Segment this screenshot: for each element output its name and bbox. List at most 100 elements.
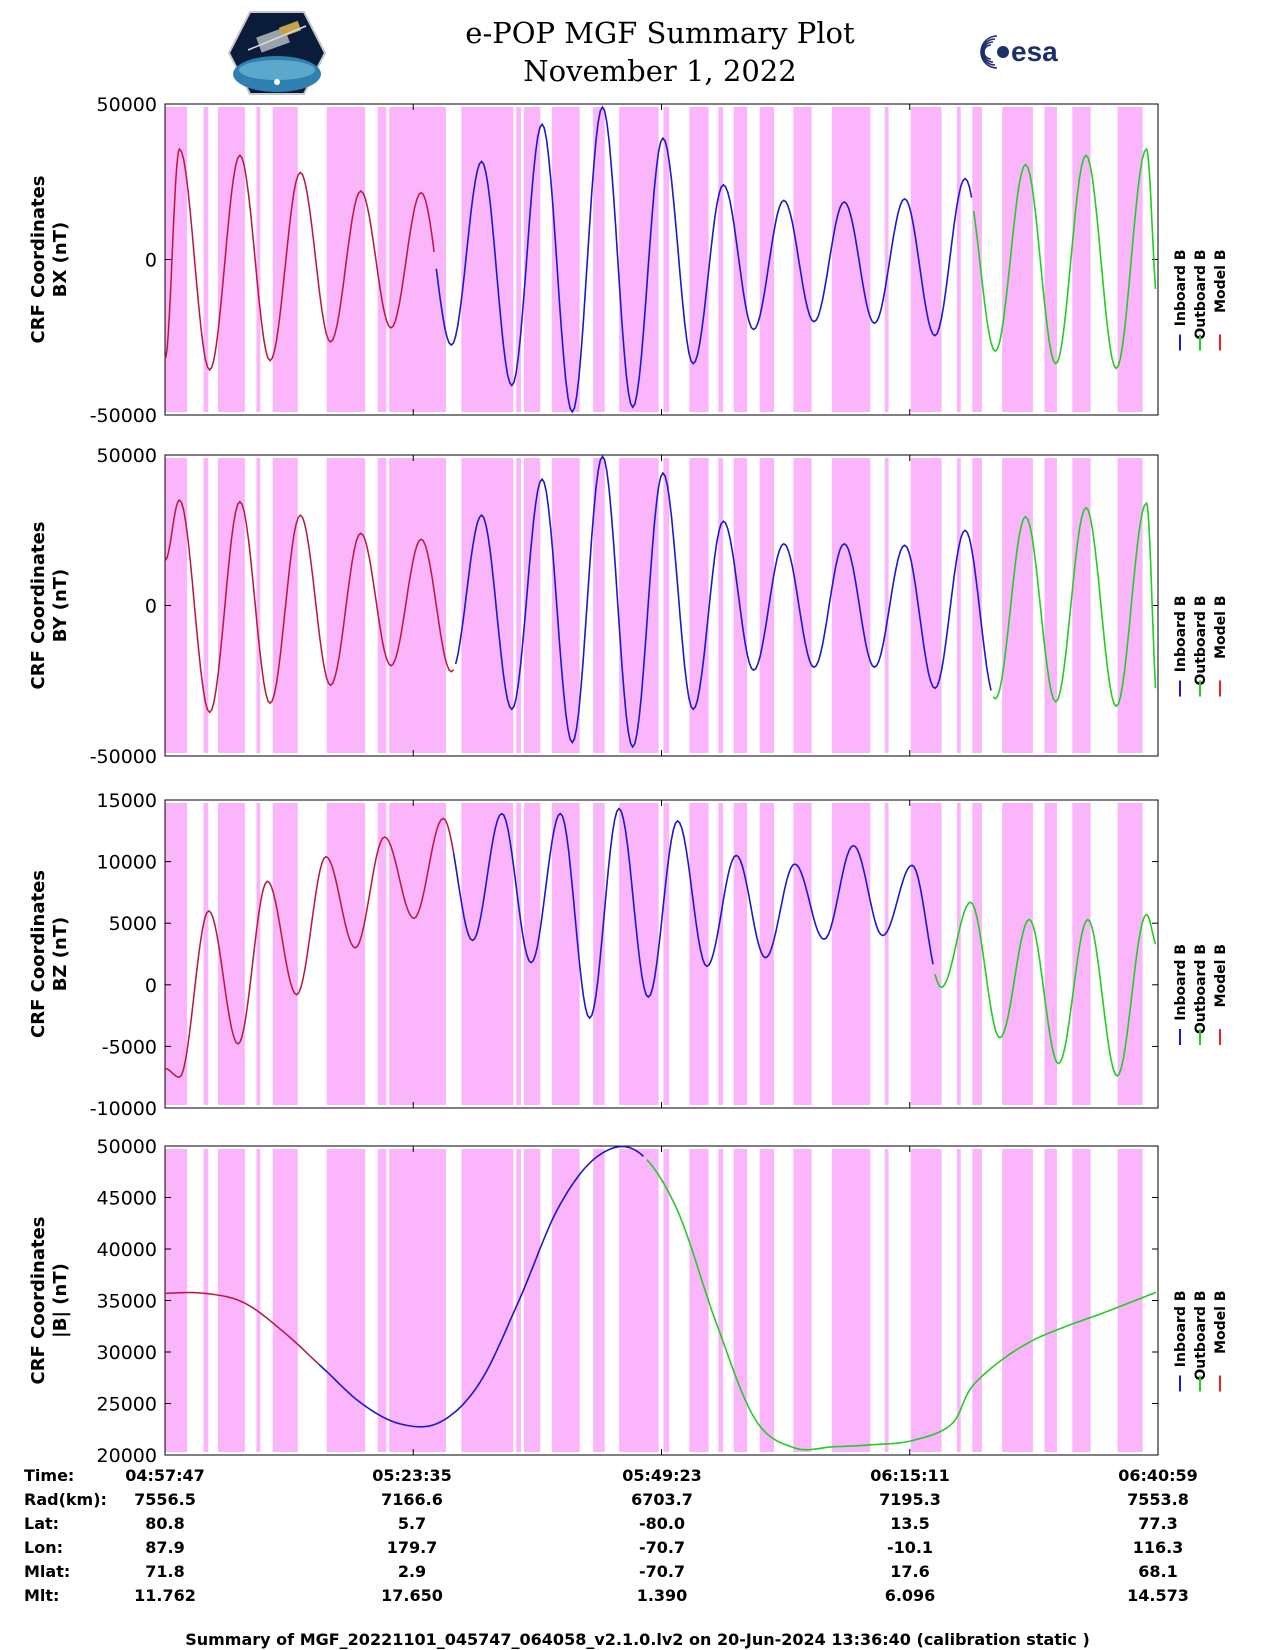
series-line-inboard (454, 454, 992, 749)
shaded-interval (326, 803, 366, 1105)
series-line-outboard (646, 1159, 1157, 1451)
shaded-interval (203, 803, 209, 1105)
y-tick-label: 0 (145, 250, 157, 272)
y-tick-label: 0 (145, 596, 157, 618)
shaded-interval (516, 458, 522, 753)
y-tick-label: 10000 (97, 852, 157, 874)
shaded-interval (326, 1149, 366, 1452)
plot-title: e-POP MGF Summary Plot November 1, 2022 (330, 14, 990, 90)
y-tick-label: 15000 (97, 790, 157, 812)
shaded-interval (203, 107, 209, 412)
shaded-interval (910, 803, 942, 1105)
y-axis-label-line1: CRF Coordinates (28, 176, 49, 344)
shaded-interval (461, 803, 514, 1105)
shaded-interval (377, 107, 387, 412)
series-line-outboard (934, 901, 1157, 1078)
shaded-interval (523, 803, 541, 1105)
shaded-interval (272, 1149, 298, 1452)
shaded-interval (793, 107, 812, 412)
shaded-interval (593, 803, 605, 1105)
shaded-interval (663, 458, 670, 753)
shaded-interval (1044, 107, 1057, 412)
shaded-interval (1072, 458, 1091, 753)
shaded-interval (733, 803, 748, 1105)
shaded-interval (689, 1149, 709, 1452)
shaded-interval (1117, 458, 1143, 753)
shaded-interval (523, 107, 541, 412)
shaded-interval (793, 803, 812, 1105)
shaded-interval (523, 1149, 541, 1452)
shaded-interval (663, 1149, 670, 1452)
shaded-interval (956, 1149, 961, 1452)
shaded-interval (831, 107, 871, 412)
shaded-interval (972, 1149, 982, 1452)
shaded-interval (389, 458, 446, 753)
y-tick-label: -5000 (102, 1036, 157, 1058)
shaded-interval (256, 107, 261, 412)
shaded-interval (759, 107, 775, 412)
shaded-interval (256, 803, 261, 1105)
shaded-interval (1002, 803, 1033, 1105)
y-tick-label: -10000 (90, 1098, 157, 1120)
shaded-interval (165, 107, 188, 412)
shaded-interval (831, 458, 871, 753)
shaded-interval (759, 458, 775, 753)
shaded-interval (377, 1149, 387, 1452)
shaded-interval (1072, 803, 1091, 1105)
y-tick-label: -50000 (90, 405, 157, 427)
shaded-interval (718, 1149, 724, 1452)
shaded-interval (733, 1149, 748, 1452)
shaded-interval (619, 1149, 659, 1452)
shaded-interval (972, 803, 982, 1105)
y-tick-label: 35000 (97, 1291, 157, 1313)
legend-label: Outboard B (1193, 596, 1209, 686)
y-axis-label-line1: CRF Coordinates (28, 1217, 49, 1385)
y-axis-label: CRF Coordinates|B| (nT) (28, 1217, 71, 1385)
shaded-interval (1044, 458, 1057, 753)
legend-label: Inboard B (1173, 250, 1189, 327)
shaded-interval (759, 803, 775, 1105)
shaded-interval (910, 458, 942, 753)
shaded-interval (831, 803, 871, 1105)
series-line-inboard (435, 105, 973, 414)
y-axis-label: CRF CoordinatesBY (nT) (28, 522, 71, 690)
shaded-interval (1072, 1149, 1091, 1452)
shaded-interval (461, 1149, 514, 1452)
series-line-outboard (973, 147, 1157, 370)
y-tick-label: 20000 (97, 1445, 157, 1467)
shaded-interval (165, 803, 188, 1105)
shaded-interval (165, 458, 188, 753)
y-axis-label-line1: CRF Coordinates (28, 870, 49, 1038)
shaded-interval (593, 458, 605, 753)
footer-summary: Summary of MGF_20221101_045747_064058_v2… (185, 1630, 1090, 1649)
shaded-interval (972, 107, 982, 412)
esa-logo-text: esa (1011, 36, 1058, 67)
shaded-interval (884, 458, 889, 753)
shaded-interval (1002, 458, 1033, 753)
shaded-interval (516, 107, 522, 412)
shaded-interval (689, 458, 709, 753)
panel-1: 50000 0 -50000 CRF CoordinatesBX (nT) Inboar… (28, 94, 1229, 427)
legend-label: Model B (1213, 1291, 1229, 1354)
shaded-interval (663, 107, 670, 412)
shaded-interval (956, 458, 961, 753)
legend-label: Inboard B (1173, 1291, 1189, 1368)
shaded-interval (217, 107, 245, 412)
shaded-interval (1044, 1149, 1057, 1452)
series-line-inboard-overlay (164, 499, 454, 713)
series-line-outboard (992, 501, 1157, 708)
y-tick-label: 50000 (97, 94, 157, 116)
title-line-2: November 1, 2022 (523, 54, 797, 88)
shaded-interval (1002, 1149, 1033, 1452)
shaded-interval (1117, 803, 1143, 1105)
shaded-interval (759, 1149, 775, 1452)
y-axis-label: CRF CoordinatesBZ (nT) (28, 870, 71, 1038)
shaded-interval (217, 803, 245, 1105)
shaded-interval (910, 107, 942, 412)
shaded-interval (377, 803, 387, 1105)
shaded-interval (203, 458, 209, 753)
shaded-interval (1072, 107, 1091, 412)
legend-label: Outboard B (1193, 1291, 1209, 1381)
shaded-interval (831, 1149, 871, 1452)
y-tick-label: 30000 (97, 1342, 157, 1364)
